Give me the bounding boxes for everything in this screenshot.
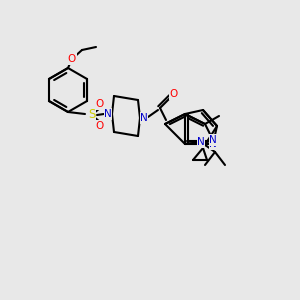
Text: N: N [140, 113, 148, 123]
Text: N: N [209, 139, 217, 149]
Text: S: S [88, 109, 96, 122]
Text: O: O [96, 121, 104, 131]
Text: O: O [68, 54, 76, 64]
Text: O: O [170, 89, 178, 99]
Text: N: N [197, 137, 205, 147]
Text: O: O [96, 99, 104, 109]
Text: N: N [104, 109, 112, 119]
Text: N: N [209, 135, 217, 145]
